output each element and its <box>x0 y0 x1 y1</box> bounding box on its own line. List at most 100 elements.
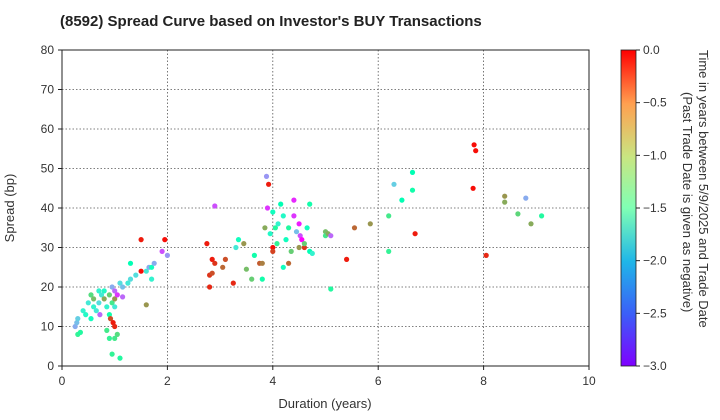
data-point <box>204 241 210 247</box>
data-point <box>270 209 276 215</box>
data-point <box>151 260 157 266</box>
data-point <box>112 288 118 294</box>
y-tick-label: 0 <box>47 359 54 373</box>
data-point <box>117 280 123 286</box>
data-point <box>283 237 289 243</box>
data-point <box>502 199 508 205</box>
data-point <box>98 292 105 298</box>
colorbar-ticks: 0.0 −0.5 −1.0 −1.5 −2.0 −2.5 −3.0 <box>636 43 667 373</box>
data-point <box>270 248 276 254</box>
data-point <box>109 284 115 290</box>
data-point <box>262 225 268 231</box>
colorbar-label-line1: Time in years between 5/9/2025 and Trade… <box>696 50 711 328</box>
data-point <box>127 276 134 282</box>
data-point <box>91 296 97 302</box>
data-point <box>222 256 228 262</box>
data-point <box>266 181 272 187</box>
data-point <box>409 169 416 175</box>
x-tick-label: 0 <box>59 374 66 388</box>
data-point <box>288 248 294 254</box>
data-point <box>112 304 118 310</box>
data-point <box>539 213 545 219</box>
data-point <box>367 221 373 227</box>
data-point <box>83 312 89 318</box>
chart-title: (8592) Spread Curve based on Investor's … <box>60 13 482 30</box>
data-point <box>280 213 286 219</box>
data-point <box>391 181 397 187</box>
data-point <box>207 284 213 290</box>
data-point <box>138 237 144 243</box>
data-point <box>259 260 265 266</box>
data-point <box>409 187 416 193</box>
data-point <box>344 256 350 262</box>
data-point <box>399 197 405 203</box>
x-axis-label: Duration (years) <box>278 396 371 411</box>
data-point <box>296 244 302 251</box>
data-point <box>272 225 278 231</box>
data-point <box>101 288 107 294</box>
data-point <box>143 268 149 274</box>
data-point <box>209 256 215 262</box>
data-point <box>328 286 334 292</box>
data-point <box>267 231 273 237</box>
data-point <box>120 284 126 290</box>
data-point <box>120 294 126 300</box>
data-point <box>280 264 286 270</box>
data-point <box>109 300 115 306</box>
data-point <box>286 260 292 266</box>
axis-ticks: 0 2 4 6 8 10 0 10 20 30 40 50 60 70 80 <box>41 43 596 388</box>
y-tick-label: 40 <box>41 201 55 215</box>
data-point <box>291 213 297 219</box>
data-point <box>106 335 112 341</box>
colorbar-tick-label: −2.0 <box>643 254 667 268</box>
data-point <box>523 195 529 201</box>
data-point <box>241 241 247 247</box>
data-point <box>470 185 476 191</box>
data-point <box>293 229 300 235</box>
data-point <box>212 260 218 266</box>
data-point <box>85 300 91 306</box>
data-point <box>301 244 307 251</box>
data-point <box>309 250 315 256</box>
data-point <box>104 304 110 310</box>
x-tick-label: 4 <box>269 374 276 388</box>
data-point <box>112 335 118 341</box>
data-point <box>209 270 215 276</box>
data-point <box>106 312 112 318</box>
data-point <box>230 280 236 286</box>
data-point <box>264 205 271 211</box>
data-point <box>149 264 155 270</box>
data-point <box>164 252 170 258</box>
y-axis-label: Spread (bp) <box>2 174 17 243</box>
data-point <box>233 244 239 251</box>
x-tick-label: 2 <box>164 374 171 388</box>
colorbar-tick-label: −3.0 <box>643 359 667 373</box>
data-point <box>274 241 280 247</box>
data-point <box>251 252 257 258</box>
data-point <box>77 329 83 335</box>
data-point <box>286 225 292 231</box>
data-point <box>243 266 249 272</box>
data-point <box>278 201 284 207</box>
data-point <box>88 292 94 298</box>
colorbar-tick-label: −1.5 <box>643 201 667 215</box>
data-point <box>125 280 131 286</box>
x-tick-label: 8 <box>480 374 487 388</box>
data-point <box>528 221 534 227</box>
data-point <box>80 308 86 314</box>
data-point <box>72 323 78 330</box>
data-point <box>270 244 276 251</box>
y-tick-label: 10 <box>41 320 55 334</box>
data-point <box>74 320 80 326</box>
colorbar-tick-label: 0.0 <box>643 43 660 57</box>
data-point <box>263 173 270 179</box>
y-tick-label: 30 <box>41 241 55 255</box>
colorbar-tick-label: −0.5 <box>643 96 667 110</box>
data-point <box>109 351 115 357</box>
data-point <box>296 221 302 227</box>
data-point <box>212 203 218 209</box>
colorbar-label-line2: (Past Trade Date is given as negative) <box>680 92 695 312</box>
data-point <box>112 323 118 330</box>
data-point <box>471 142 477 148</box>
